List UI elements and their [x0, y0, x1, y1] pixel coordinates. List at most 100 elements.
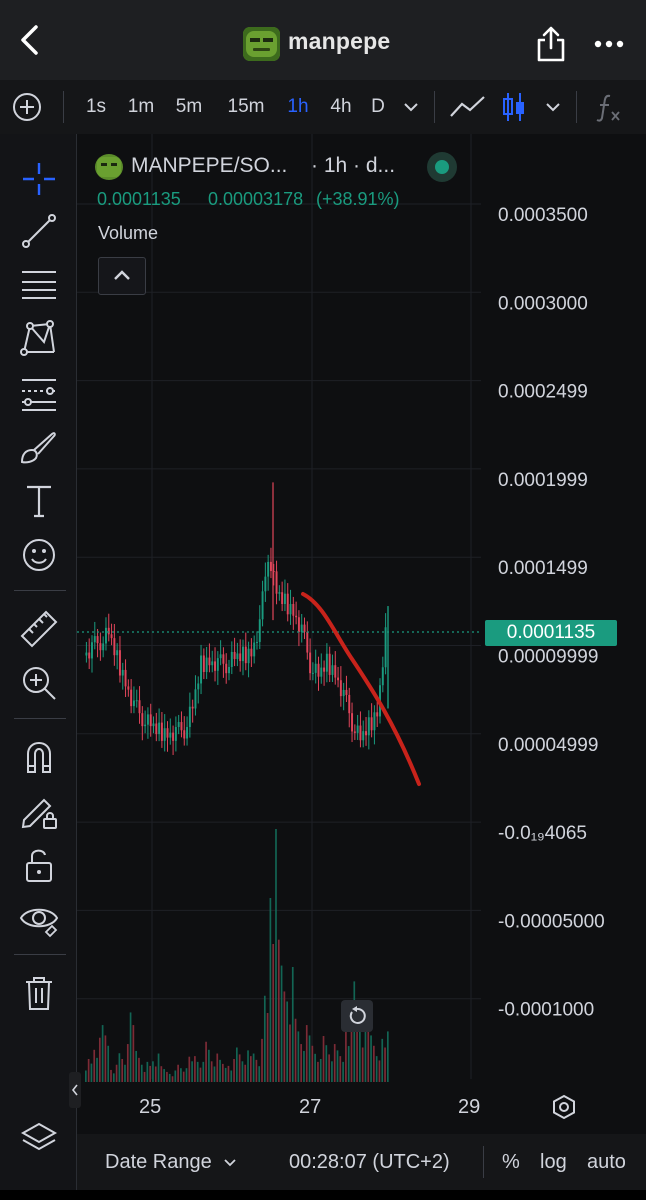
toolbar-divider: [434, 91, 435, 123]
price-chart[interactable]: 0.0003500 0.0003000 0.0002499 0.0001999 0.00…: [77, 134, 646, 1134]
gann-icon[interactable]: [18, 372, 60, 414]
clock-readout[interactable]: 00:28:07 (UTC+2): [289, 1151, 450, 1173]
volume-bar: [261, 1038, 263, 1082]
candle-body: [255, 641, 258, 643]
text-icon[interactable]: [18, 480, 60, 522]
candle-body: [300, 624, 303, 632]
candle-body: [222, 654, 225, 664]
sidebar-divider: [14, 718, 66, 719]
line-chart-icon[interactable]: [448, 92, 488, 122]
candle-body: [376, 712, 379, 717]
legend-symbol[interactable]: MANPEPE/SO...: [131, 154, 288, 177]
candle-body: [320, 667, 323, 677]
volume-bar: [230, 1070, 233, 1082]
current-price-tag: 0.0001135: [485, 620, 617, 646]
trend-line-icon[interactable]: [18, 210, 60, 252]
candle-body: [208, 657, 211, 666]
candle-body: [174, 727, 177, 741]
trash-icon[interactable]: [18, 972, 60, 1014]
candle-body: [102, 643, 105, 651]
pattern-icon[interactable]: [18, 318, 60, 360]
volume-bar: [177, 1064, 179, 1082]
volume-bar: [350, 1010, 353, 1082]
volume-bar: [132, 1025, 135, 1082]
candle-body: [339, 680, 342, 697]
interval-1m[interactable]: 1m: [127, 96, 155, 117]
price-axis-label: 0.0003500: [498, 205, 588, 226]
interval-15m[interactable]: 15m: [227, 96, 265, 117]
volume-bar: [98, 1037, 101, 1082]
magnet-icon[interactable]: [18, 736, 60, 778]
sidebar-collapse-handle[interactable]: [69, 1072, 81, 1108]
layers-icon[interactable]: [18, 1118, 60, 1160]
volume-bar: [263, 995, 266, 1082]
candlestick-icon[interactable]: [500, 90, 528, 124]
crosshair-icon[interactable]: [18, 158, 60, 200]
volume-bar: [356, 1001, 358, 1082]
function-icon[interactable]: [594, 90, 624, 124]
candle-body: [149, 714, 152, 727]
candle-body: [342, 689, 345, 697]
candle-body: [96, 636, 99, 644]
brush-icon[interactable]: [18, 426, 60, 468]
volume-bar: [160, 1066, 163, 1082]
unlock-icon[interactable]: [18, 844, 60, 886]
volume-bar: [163, 1069, 165, 1082]
reset-chart-button[interactable]: [341, 1000, 373, 1032]
candle-body: [183, 730, 186, 739]
candle-body: [269, 561, 272, 572]
volume-bar: [185, 1068, 188, 1082]
pencil-lock-icon[interactable]: [18, 790, 60, 832]
candle-body: [337, 677, 340, 681]
volume-bar: [247, 1050, 249, 1082]
volume-bar: [87, 1059, 90, 1082]
hexagon-settings-icon[interactable]: [551, 1094, 577, 1120]
interval-1h[interactable]: 1h: [287, 96, 309, 117]
collapse-legend-button[interactable]: [98, 257, 146, 295]
fib-lines-icon[interactable]: [18, 264, 60, 306]
chevron-down-icon[interactable]: [544, 100, 562, 114]
candle-body: [247, 648, 250, 664]
volume-bar: [244, 1064, 247, 1082]
interval-5m[interactable]: 5m: [175, 96, 203, 117]
drawing-tools-sidebar: [0, 134, 77, 1200]
date-range-label: Date Range: [105, 1151, 212, 1173]
volume-bar: [121, 1059, 124, 1082]
candle-body: [135, 700, 138, 702]
candle-body: [118, 650, 121, 676]
interval-d[interactable]: D: [371, 96, 385, 117]
price-axis-label: 0.00009999: [498, 647, 598, 668]
candle-body: [127, 686, 130, 690]
candle-body: [188, 706, 191, 728]
candle-body: [281, 592, 284, 604]
candle-body: [228, 666, 230, 674]
date-range-button[interactable]: Date Range: [105, 1134, 237, 1190]
candle-body: [205, 657, 208, 672]
ruler-icon[interactable]: [18, 608, 60, 650]
candle-body: [325, 653, 328, 672]
price-axis-label: -0.0₁₉4065: [498, 823, 587, 844]
more-horizontal-icon[interactable]: [594, 40, 624, 48]
auto-toggle[interactable]: auto: [587, 1151, 626, 1173]
log-toggle[interactable]: log: [540, 1151, 567, 1173]
candle-body: [373, 712, 376, 731]
zoom-in-icon[interactable]: [18, 662, 60, 704]
volume-bar: [289, 1024, 291, 1082]
eye-icon[interactable]: [18, 898, 60, 940]
interval-1s[interactable]: 1s: [85, 96, 107, 117]
interval-4h[interactable]: 4h: [330, 96, 352, 117]
candle-body: [155, 723, 158, 735]
plus-circle-icon[interactable]: [12, 92, 42, 122]
chevron-down-icon[interactable]: [402, 100, 420, 114]
volume-bar: [191, 1061, 193, 1082]
percent-toggle[interactable]: %: [502, 1151, 520, 1173]
share-icon[interactable]: [534, 24, 568, 64]
time-label-25: 25: [139, 1096, 162, 1118]
candle-body: [99, 643, 102, 651]
candle-body: [116, 650, 119, 656]
emoji-icon[interactable]: [18, 534, 60, 576]
chevron-left-icon[interactable]: [14, 22, 46, 58]
sidebar-divider: [14, 590, 66, 591]
volume-bar: [194, 1056, 196, 1082]
volume-bar: [286, 1001, 289, 1082]
